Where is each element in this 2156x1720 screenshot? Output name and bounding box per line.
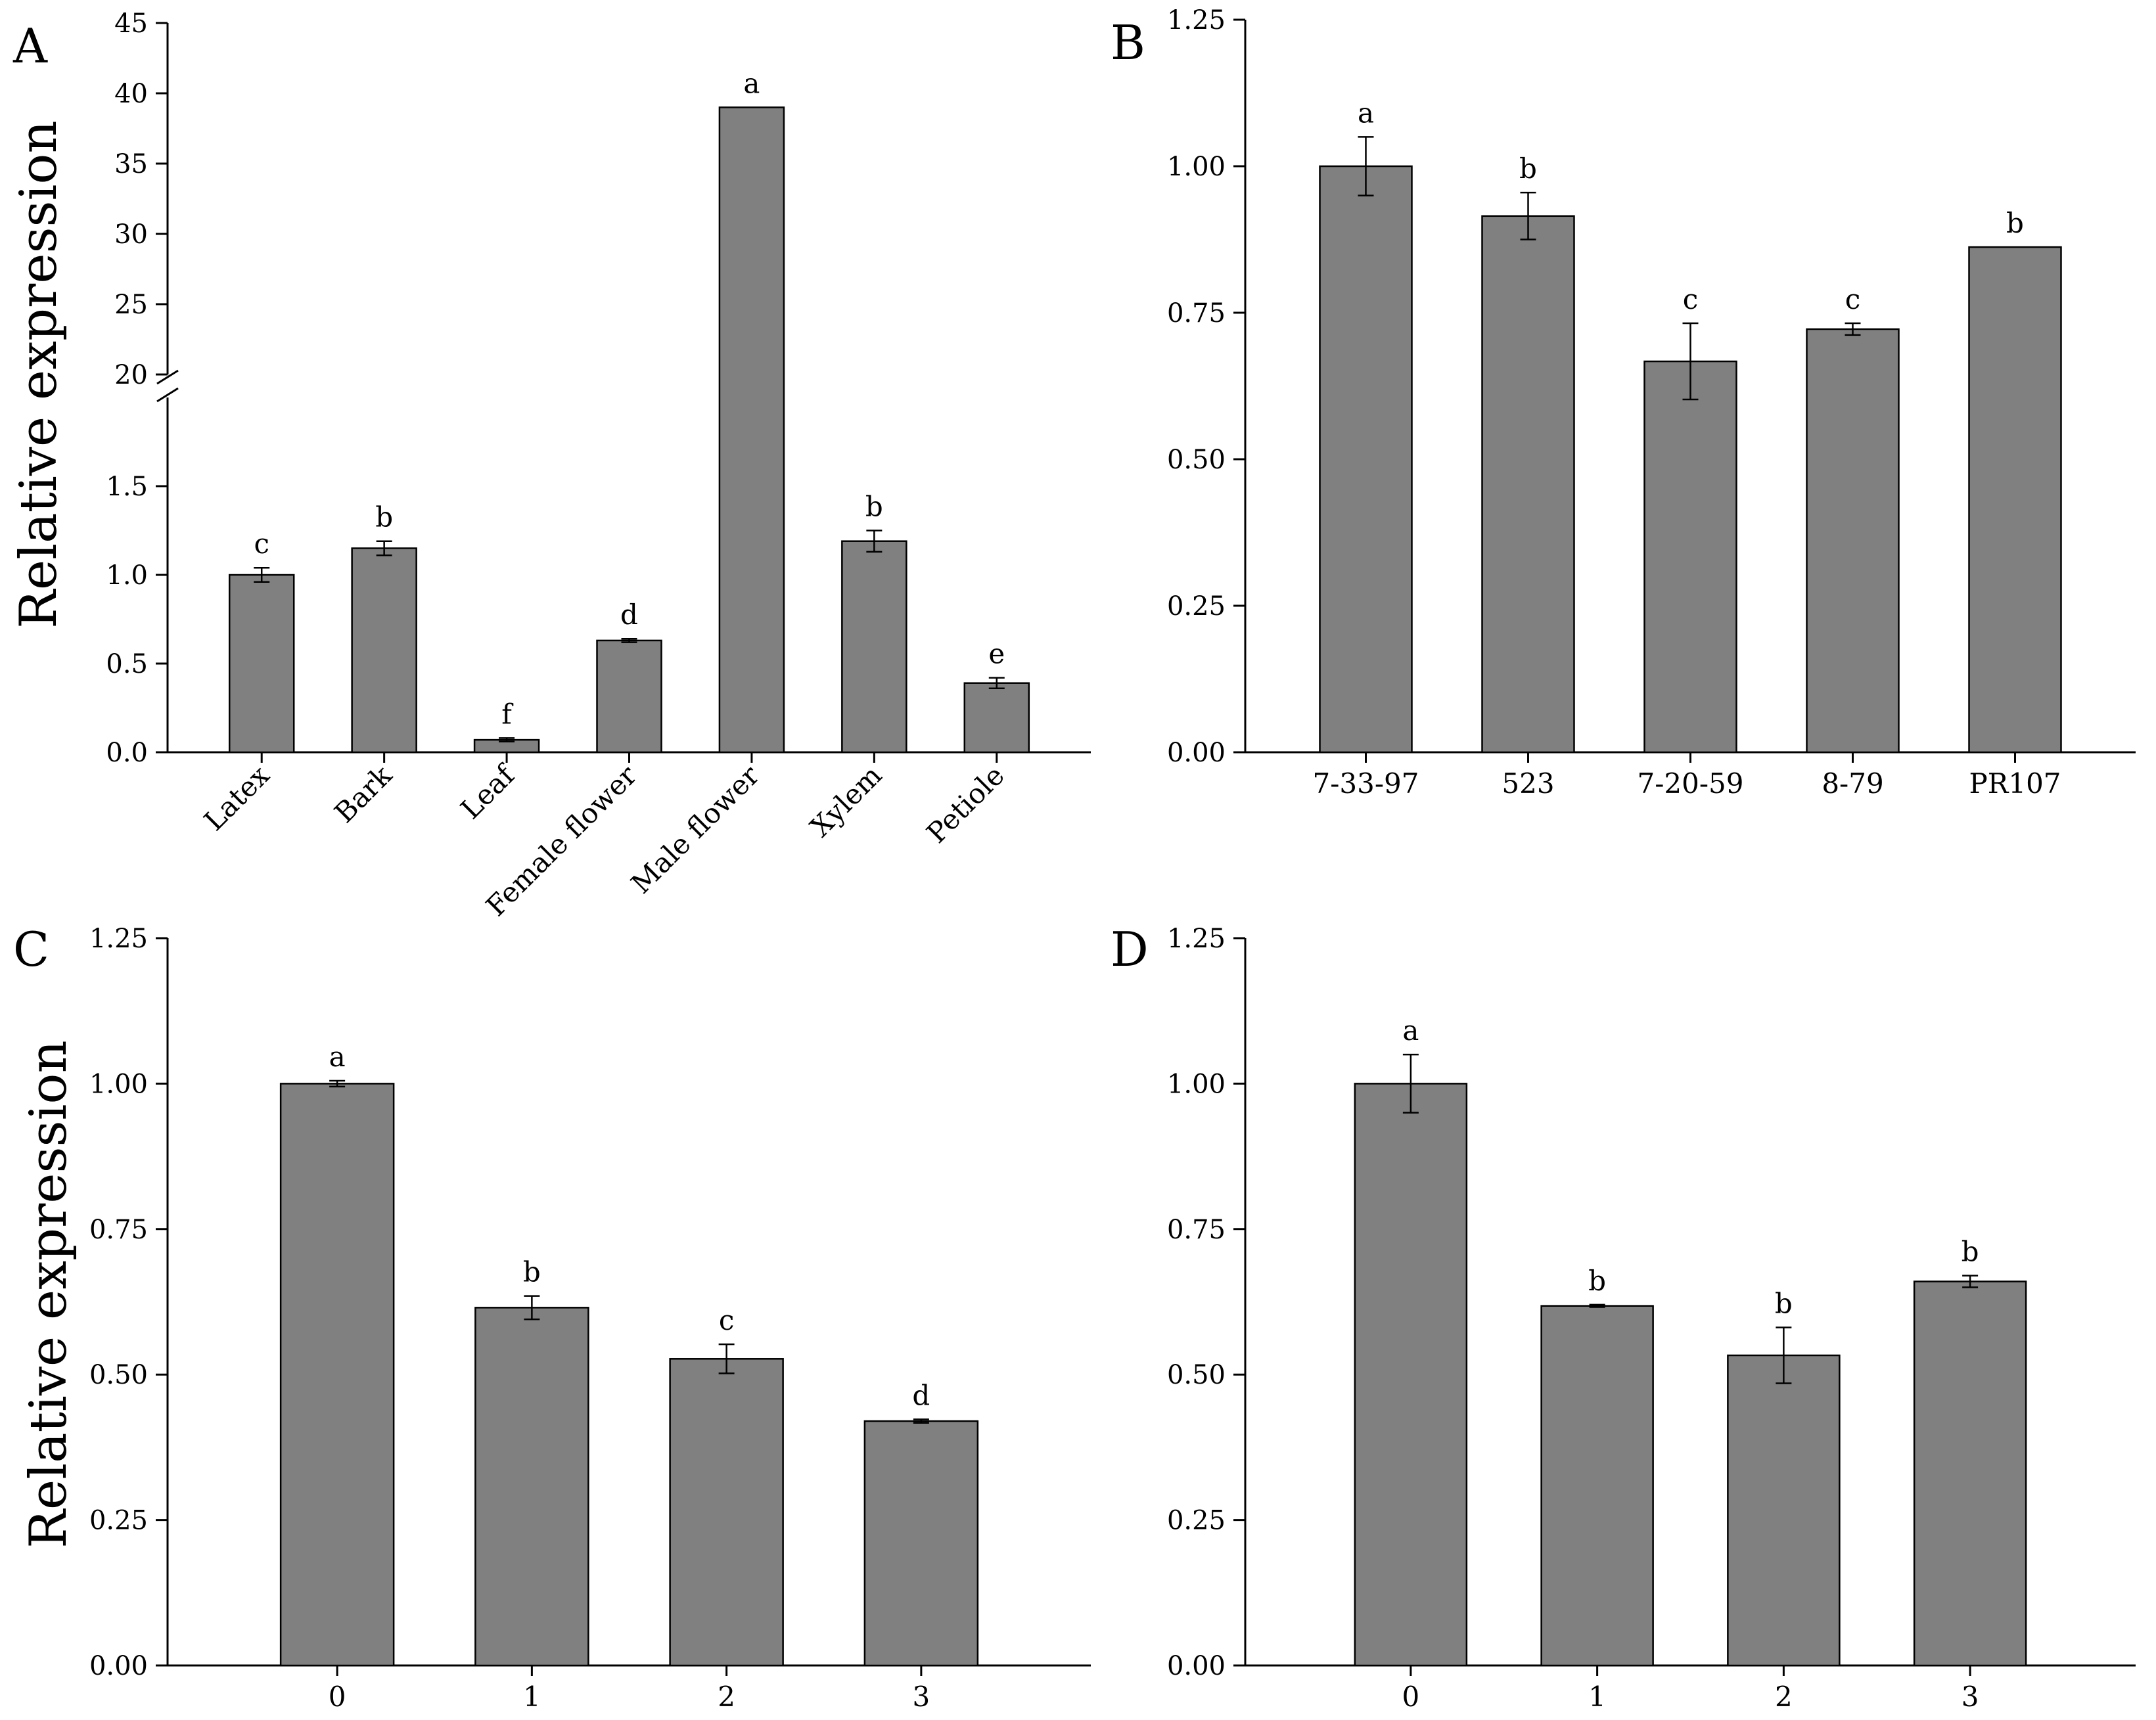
x-tick-label: Petiole (921, 759, 1011, 849)
y-tick-label: 0.75 (89, 1215, 148, 1245)
significance-letter: b (1519, 152, 1537, 185)
bar-2 (669, 1358, 784, 1667)
y-tick-label: 0.50 (1167, 1360, 1226, 1390)
panel-label: D (1111, 922, 1149, 977)
y-tick-label: 0.00 (89, 1651, 148, 1681)
panel-d: 0.00 0.25 0.50 0.75 1.00 1.25 Da 0 b 1 b 2 b 3 (1111, 922, 2136, 1713)
y-tick-label: 0.0 (106, 738, 148, 768)
y-tick-label: 1.25 (89, 924, 148, 954)
significance-letter: b (375, 501, 393, 533)
significance-letter: a (1402, 1014, 1419, 1047)
panel-b: 0.00 0.25 0.50 0.75 1.00 1.25 Ba 7-33-97 b 523 c 7-… (1111, 5, 2136, 800)
x-tick-label: Male flower (625, 759, 766, 900)
significance-letter: d (912, 1379, 930, 1411)
bar-latex (228, 574, 295, 754)
significance-letter: b (1588, 1265, 1606, 1297)
bar-xylem (841, 540, 907, 754)
axis-break-mark (156, 369, 179, 385)
y-axis-label: Relative expression (19, 1040, 78, 1548)
y-tick-label: 1.00 (1167, 1069, 1226, 1099)
y-tick-label: 0.00 (1167, 738, 1226, 768)
bar-7-33-97 (1319, 165, 1413, 754)
bar-1 (474, 1307, 589, 1667)
x-tick-label: 7-20-59 (1638, 767, 1744, 800)
bar-petiole (963, 682, 1030, 754)
bar-1 (1540, 1305, 1654, 1667)
x-tick-label: PR107 (1969, 767, 2061, 800)
panel-a: 0.0 0.5 1.0 1.5 20 25 30 35 40 45 Relative express… (9, 9, 1091, 922)
y-tick-label: 0.75 (1167, 1215, 1226, 1245)
x-tick-label: 523 (1502, 767, 1554, 800)
significance-letter: e (988, 638, 1005, 670)
x-tick-label: 3 (1961, 1681, 1979, 1713)
significance-letter: b (523, 1256, 541, 1288)
bar-male-flower (718, 106, 785, 754)
y-tick-label: 0.25 (1167, 1506, 1226, 1536)
y-tick-label: 1.00 (1167, 152, 1226, 182)
bar-523 (1481, 215, 1575, 754)
x-tick-label: 8-79 (1822, 767, 1883, 800)
y-tick-label: 25 (114, 290, 148, 320)
y-axis-label: Relative expression (9, 120, 68, 628)
y-tick-label: 0.25 (1167, 591, 1226, 622)
significance-letter: a (743, 67, 760, 99)
x-tick-label: 2 (1775, 1681, 1793, 1713)
y-tick-label: 0.50 (1167, 445, 1226, 475)
y-tick-label: 35 (114, 149, 148, 179)
x-tick-label: 7-33-97 (1313, 767, 1419, 800)
significance-letter: b (865, 491, 883, 523)
bar-0 (279, 1083, 395, 1667)
x-tick-label: Xylem (804, 759, 888, 843)
y-tick-label: 20 (114, 360, 148, 390)
bar-3 (863, 1420, 979, 1667)
y-tick-label: 1.25 (1167, 924, 1226, 954)
significance-letter: c (1683, 283, 1699, 315)
significance-letter: c (719, 1304, 735, 1336)
x-tick-label: 2 (718, 1681, 735, 1713)
y-tick-label: 0.5 (106, 649, 148, 679)
y-tick-label: 1.5 (106, 472, 148, 502)
x-tick-label: Leaf (454, 758, 522, 825)
y-tick-label: 0.25 (89, 1506, 148, 1536)
x-tick-label: Bark (328, 759, 398, 829)
axis-break-mark (156, 387, 179, 403)
panel-c: 0.00 0.25 0.50 0.75 1.00 1.25 Relative express… (13, 922, 1091, 1713)
y-tick-label: 1.00 (89, 1069, 148, 1099)
significance-letter: b (1961, 1236, 1979, 1268)
y-tick-label: 0.75 (1167, 298, 1226, 328)
significance-letter: b (1775, 1287, 1793, 1319)
y-tick-label: 30 (114, 219, 148, 250)
y-tick-label: 0.50 (89, 1360, 148, 1390)
y-tick-label: 40 (114, 79, 148, 109)
panel-label: C (13, 922, 49, 977)
bar-female-flower (596, 639, 662, 754)
y-tick-label: 45 (114, 9, 148, 39)
bar-3 (1913, 1280, 2027, 1667)
x-tick-label: 0 (329, 1681, 346, 1713)
y-tick-label: 1.25 (1167, 5, 1226, 35)
bar-0 (1354, 1083, 1468, 1667)
x-tick-label: 3 (913, 1681, 930, 1713)
y-tick-label: 1.0 (106, 560, 148, 591)
bar-7-20-59 (1643, 360, 1737, 754)
y-tick-label: 0.00 (1167, 1651, 1226, 1681)
significance-letter: d (620, 599, 638, 631)
significance-letter: f (501, 698, 514, 730)
bar-bark (351, 547, 417, 754)
x-tick-label: Latex (198, 759, 276, 837)
bar-2 (1727, 1354, 1841, 1667)
x-tick-label: 0 (1402, 1681, 1420, 1713)
significance-letter: c (254, 528, 269, 560)
x-tick-label: 1 (1588, 1681, 1606, 1713)
significance-letter: a (329, 1041, 346, 1073)
panel-label: A (12, 18, 48, 74)
significance-letter: c (1845, 283, 1861, 315)
x-tick-label: 1 (523, 1681, 541, 1713)
significance-letter: a (1358, 97, 1374, 129)
bar-8-79 (1806, 328, 1900, 754)
significance-letter: b (2006, 207, 2024, 239)
panel-label: B (1111, 15, 1145, 70)
bar-pr107 (1968, 246, 2062, 754)
